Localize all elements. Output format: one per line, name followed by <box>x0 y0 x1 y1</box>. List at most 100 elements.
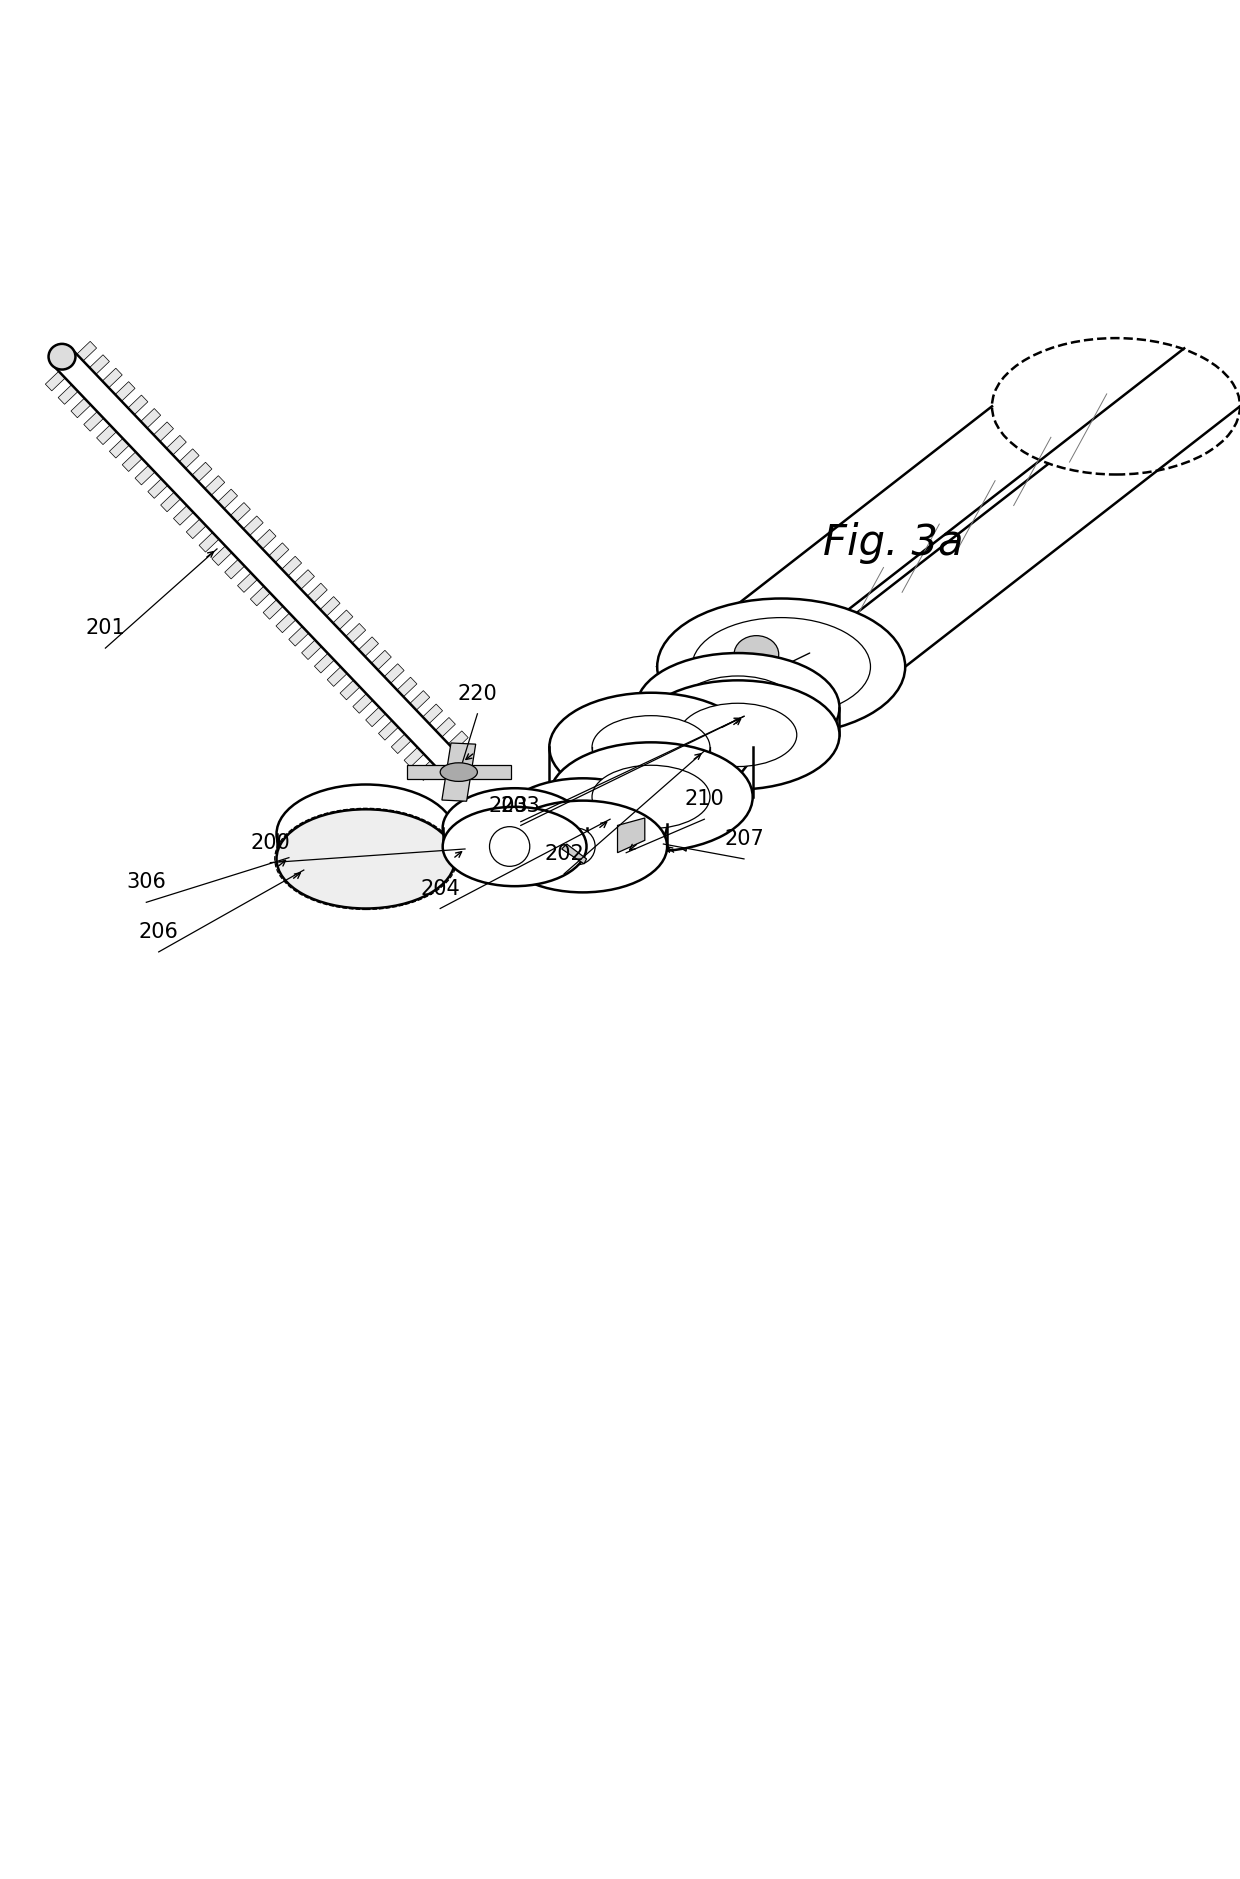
Polygon shape <box>128 395 148 415</box>
Polygon shape <box>320 596 340 616</box>
Polygon shape <box>562 844 587 864</box>
Text: 202: 202 <box>544 844 584 864</box>
Polygon shape <box>84 412 104 430</box>
Polygon shape <box>224 560 244 579</box>
Ellipse shape <box>692 618 870 716</box>
Polygon shape <box>186 519 206 539</box>
Polygon shape <box>449 731 469 750</box>
Ellipse shape <box>636 680 839 789</box>
Polygon shape <box>404 748 424 767</box>
Text: 210: 210 <box>684 789 724 810</box>
Polygon shape <box>174 505 193 526</box>
Ellipse shape <box>443 787 587 868</box>
Polygon shape <box>315 654 335 673</box>
Polygon shape <box>58 385 78 404</box>
Ellipse shape <box>734 635 779 673</box>
Polygon shape <box>46 372 66 391</box>
Polygon shape <box>257 530 277 549</box>
Text: 306: 306 <box>126 872 166 893</box>
Polygon shape <box>77 342 97 361</box>
Text: Fig. 3a: Fig. 3a <box>822 522 963 564</box>
Polygon shape <box>212 547 232 566</box>
Polygon shape <box>353 693 373 714</box>
Ellipse shape <box>490 827 529 866</box>
Ellipse shape <box>591 765 711 829</box>
Polygon shape <box>435 718 455 737</box>
Polygon shape <box>263 599 283 620</box>
Polygon shape <box>289 626 309 646</box>
Polygon shape <box>180 449 200 468</box>
Ellipse shape <box>591 716 711 780</box>
Polygon shape <box>459 765 511 780</box>
Polygon shape <box>71 398 91 417</box>
Polygon shape <box>397 676 417 697</box>
Polygon shape <box>148 479 167 498</box>
Ellipse shape <box>440 763 477 782</box>
Text: 206: 206 <box>139 923 179 941</box>
Polygon shape <box>115 381 135 402</box>
Text: 203: 203 <box>489 795 528 815</box>
Polygon shape <box>384 663 404 684</box>
Polygon shape <box>269 543 289 562</box>
Polygon shape <box>618 817 645 853</box>
Ellipse shape <box>443 806 587 887</box>
Polygon shape <box>301 641 321 660</box>
Polygon shape <box>610 802 686 814</box>
Polygon shape <box>308 582 327 603</box>
Ellipse shape <box>636 654 839 763</box>
Ellipse shape <box>558 829 595 864</box>
Polygon shape <box>378 720 398 740</box>
Polygon shape <box>281 556 301 575</box>
Ellipse shape <box>277 785 455 883</box>
Polygon shape <box>103 368 123 387</box>
Polygon shape <box>166 436 186 455</box>
Ellipse shape <box>498 778 667 870</box>
Polygon shape <box>192 462 212 481</box>
Polygon shape <box>295 569 315 590</box>
Polygon shape <box>154 423 174 442</box>
Ellipse shape <box>48 344 76 370</box>
Text: 200: 200 <box>250 832 290 853</box>
Polygon shape <box>346 624 366 643</box>
Polygon shape <box>97 425 117 445</box>
Polygon shape <box>327 667 347 686</box>
Ellipse shape <box>657 599 905 735</box>
Text: 220: 220 <box>458 684 497 705</box>
Polygon shape <box>141 408 161 428</box>
Polygon shape <box>410 691 430 710</box>
Polygon shape <box>200 532 219 552</box>
Polygon shape <box>243 517 263 536</box>
Polygon shape <box>423 705 443 723</box>
Polygon shape <box>372 650 392 671</box>
Ellipse shape <box>678 703 797 767</box>
Polygon shape <box>123 453 143 472</box>
Polygon shape <box>250 586 270 605</box>
Polygon shape <box>358 637 378 656</box>
Text: 204: 204 <box>420 879 460 898</box>
Polygon shape <box>667 802 686 851</box>
Polygon shape <box>238 573 258 592</box>
Polygon shape <box>417 761 436 780</box>
Polygon shape <box>340 680 360 699</box>
Polygon shape <box>89 355 109 374</box>
Ellipse shape <box>549 742 753 851</box>
Ellipse shape <box>549 693 753 802</box>
Text: 207: 207 <box>724 829 764 849</box>
Polygon shape <box>441 772 471 800</box>
Polygon shape <box>334 611 353 629</box>
Polygon shape <box>205 475 224 496</box>
Ellipse shape <box>678 676 797 738</box>
Polygon shape <box>407 765 459 780</box>
Polygon shape <box>135 466 155 485</box>
Polygon shape <box>277 613 296 633</box>
Ellipse shape <box>498 800 667 893</box>
Polygon shape <box>366 707 386 727</box>
Polygon shape <box>218 489 238 509</box>
Ellipse shape <box>277 810 455 909</box>
Polygon shape <box>231 502 250 522</box>
Text: 203: 203 <box>501 795 541 815</box>
Polygon shape <box>109 438 129 458</box>
Polygon shape <box>392 735 412 753</box>
Text: 201: 201 <box>86 618 125 639</box>
Polygon shape <box>610 802 667 840</box>
